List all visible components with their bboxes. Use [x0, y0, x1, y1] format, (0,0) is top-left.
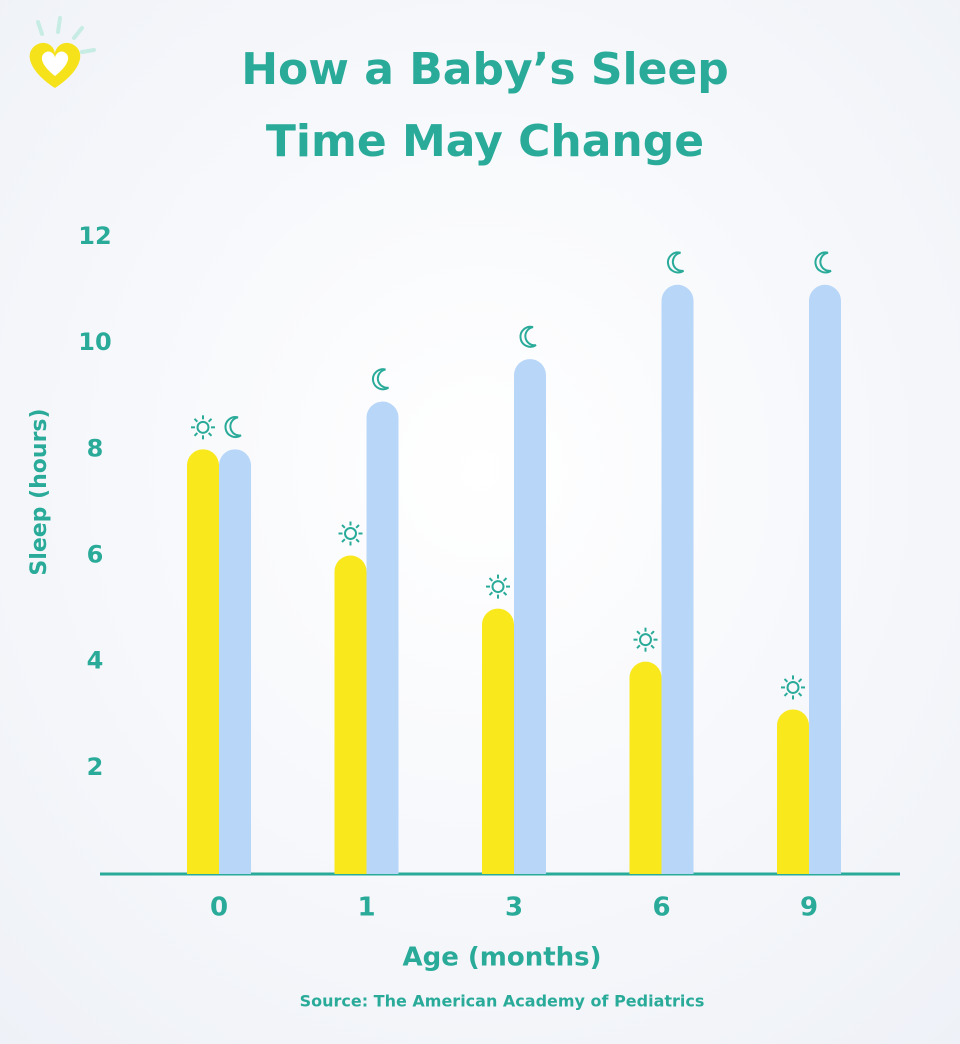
source: Source: The American Academy of Pediatri… — [300, 992, 705, 1011]
sun-icon — [486, 574, 510, 599]
x-tick-label: 0 — [210, 893, 228, 923]
sun-icon-ray — [207, 418, 213, 423]
bar — [777, 709, 809, 874]
sun-icon-core — [491, 580, 505, 594]
x-tick-label: 9 — [800, 893, 818, 923]
sun-icon-core — [639, 633, 652, 647]
bar — [334, 555, 367, 874]
x-axis-label: Age (months) — [402, 943, 601, 973]
sun-icon — [781, 675, 805, 700]
sun-icon-ray — [355, 538, 360, 543]
moon-icon — [666, 251, 685, 274]
sun-icon-ray — [341, 538, 346, 543]
moon-icon — [519, 325, 537, 348]
bar — [809, 284, 841, 874]
sun-icon-ray — [502, 577, 508, 582]
y-tick-label: 6 — [87, 541, 104, 569]
sun-icon-ray — [207, 432, 213, 437]
bar — [219, 449, 251, 874]
bar — [661, 284, 694, 874]
sun-icon-core — [196, 420, 210, 434]
sun-icon-ray — [636, 644, 641, 649]
y-tick-label: 4 — [87, 647, 104, 675]
sun-icon — [338, 521, 363, 546]
y-tick-label: 10 — [78, 328, 111, 356]
moon-icon — [224, 416, 242, 438]
sun-icon-ray — [488, 577, 494, 582]
moon-icon — [814, 251, 832, 274]
sun-icon-core — [786, 680, 800, 694]
sun-icon-ray — [797, 678, 803, 683]
moon-icon — [371, 368, 390, 391]
bar — [629, 661, 662, 874]
sun-icon-ray — [650, 644, 655, 649]
sun-icon-core — [344, 527, 357, 540]
y-tick-label: 8 — [87, 434, 104, 462]
sun-icon — [191, 415, 215, 440]
y-tick-label: 12 — [78, 222, 111, 250]
x-tick-label: 3 — [505, 893, 523, 923]
sun-icon-ray — [650, 630, 655, 635]
y-axis-label: Sleep (hours) — [27, 408, 52, 575]
chart-title: Time May Change — [266, 116, 704, 167]
logo — [29, 16, 96, 88]
sun-icon-ray — [636, 630, 641, 635]
sun-icon-ray — [783, 678, 789, 683]
bar — [366, 401, 399, 874]
sun-icon-ray — [355, 524, 360, 529]
x-tick-label: 6 — [652, 893, 670, 923]
x-tick-label: 1 — [357, 893, 375, 923]
sun-icon-ray — [488, 591, 494, 596]
chart-title: How a Baby’s Sleep — [241, 44, 729, 95]
bar — [187, 449, 219, 874]
sun-icon-ray — [193, 418, 199, 423]
sun-icon-ray — [502, 591, 508, 596]
sun-icon-ray — [797, 692, 803, 697]
sun-icon-ray — [783, 692, 789, 697]
sun-icon-ray — [341, 524, 346, 529]
sun-icon — [633, 627, 658, 652]
bar — [482, 608, 514, 874]
sun-icon-ray — [193, 432, 199, 437]
y-tick-label: 2 — [87, 753, 104, 781]
bar — [514, 359, 546, 874]
